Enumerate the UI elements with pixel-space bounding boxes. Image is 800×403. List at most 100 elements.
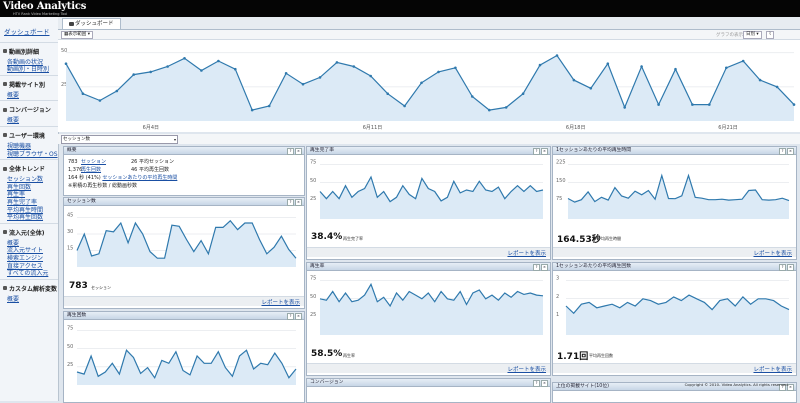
avg-time-report-link[interactable]: レポートを表示 — [753, 251, 792, 257]
close-icon[interactable]: × — [787, 148, 794, 155]
data-point[interactable] — [420, 81, 423, 85]
data-point[interactable] — [115, 89, 119, 93]
data-point[interactable] — [741, 59, 745, 63]
metric-select[interactable]: セッション数 ▾ — [61, 135, 178, 144]
data-point[interactable] — [708, 103, 711, 106]
data-point[interactable] — [166, 65, 169, 68]
help-icon[interactable]: ? — [287, 148, 294, 155]
sidebar-item[interactable]: 視聴ブラウザ・OS — [7, 150, 58, 158]
data-point[interactable] — [234, 67, 237, 71]
playrate-report-link[interactable]: レポートを表示 — [507, 367, 546, 373]
playrate-chart: 75 50 25 — [310, 276, 544, 335]
sidebar-item-dashboard[interactable]: ダッシュボード — [4, 28, 50, 36]
close-icon[interactable]: × — [787, 384, 794, 391]
sidebar-item[interactable]: 概要 — [7, 91, 20, 99]
data-point[interactable] — [369, 74, 373, 78]
help-icon[interactable]: ? — [533, 380, 540, 387]
close-icon[interactable]: × — [295, 199, 302, 206]
sidebar-item[interactable]: 再生回数 — [7, 183, 32, 191]
close-icon[interactable]: × — [295, 148, 302, 155]
data-point[interactable] — [132, 73, 135, 76]
data-point[interactable] — [250, 108, 254, 112]
data-point[interactable] — [200, 69, 203, 72]
sidebar-item[interactable]: 検索エンジン — [7, 254, 44, 262]
sidebar-item[interactable]: 直接アクセス — [7, 262, 43, 270]
data-point[interactable] — [318, 76, 322, 79]
help-icon[interactable]: ? — [533, 148, 540, 155]
avg-plays-report-link[interactable]: レポートを表示 — [753, 367, 792, 373]
data-point[interactable] — [217, 59, 220, 63]
sidebar-item[interactable]: 流入元サイト — [7, 247, 44, 255]
sidebar-item[interactable]: 概要 — [7, 295, 20, 303]
sidebar-item[interactable]: 再生率 — [7, 191, 26, 199]
sidebar-item[interactable]: 平均再生回数 — [7, 214, 44, 222]
data-point[interactable] — [555, 54, 559, 57]
help-icon[interactable]: ? — [779, 384, 786, 391]
data-point[interactable] — [792, 103, 796, 106]
data-point[interactable] — [775, 85, 779, 89]
data-point[interactable] — [572, 78, 576, 82]
summary-sessions-link[interactable]: セッション — [81, 159, 107, 165]
data-point[interactable] — [335, 61, 339, 64]
data-point[interactable] — [589, 87, 593, 90]
close-icon[interactable]: × — [295, 313, 302, 320]
data-point[interactable] — [657, 103, 660, 106]
sidebar-item[interactable]: 各動画の状況 — [7, 58, 44, 66]
help-icon[interactable]: ? — [779, 148, 786, 155]
data-point[interactable] — [606, 62, 610, 65]
tab-dashboard[interactable]: ダッシュボード — [62, 18, 121, 29]
data-point[interactable] — [284, 72, 288, 75]
summary-rate-link[interactable]: セッションあたりの平均再生時間 — [102, 175, 178, 181]
data-point[interactable] — [521, 92, 525, 95]
sidebar-item[interactable]: 概要 — [7, 117, 20, 125]
data-point[interactable] — [454, 66, 457, 70]
data-point[interactable] — [64, 62, 68, 65]
data-point[interactable] — [640, 65, 643, 68]
summary-plays-link[interactable]: 再生回数 — [81, 167, 102, 173]
close-icon[interactable]: × — [541, 148, 548, 155]
sidebar-item[interactable]: 概要 — [7, 239, 20, 247]
help-icon[interactable]: ? — [779, 264, 786, 271]
data-point[interactable] — [674, 67, 677, 71]
graph-type-button[interactable]: ⌇ — [766, 31, 775, 39]
close-icon[interactable]: × — [787, 264, 794, 271]
data-point[interactable] — [267, 104, 271, 108]
data-point[interactable] — [623, 106, 626, 109]
help-icon[interactable]: ? — [287, 199, 294, 206]
top-bar: Video Analytics HTV Rank Video Marketing… — [0, 0, 800, 17]
sidebar-item[interactable]: すべての流入元 — [7, 270, 49, 278]
sidebar-item[interactable]: セッション数 — [7, 176, 44, 184]
data-point[interactable] — [386, 92, 390, 95]
data-point[interactable] — [504, 106, 508, 109]
sidebar-item[interactable]: 視聴機器 — [7, 142, 32, 150]
y-tick-label: 75 — [556, 196, 562, 202]
completion-report-link[interactable]: レポートを表示 — [507, 251, 546, 257]
data-point[interactable] — [725, 66, 728, 70]
sidebar-item[interactable]: 平均再生時間 — [7, 206, 44, 214]
series-area — [77, 350, 296, 385]
help-icon[interactable]: ? — [533, 264, 540, 271]
data-point[interactable] — [98, 99, 102, 102]
graph-interval-select[interactable]: 日別 ▾ — [743, 31, 762, 39]
data-point[interactable] — [471, 95, 474, 98]
data-point[interactable] — [352, 65, 356, 68]
data-point[interactable] — [81, 92, 85, 95]
sessions-report-link[interactable]: レポートを表示 — [261, 300, 300, 306]
close-icon[interactable]: × — [541, 264, 548, 271]
chevron-down-icon: ▾ — [173, 137, 176, 142]
close-icon[interactable]: × — [541, 380, 548, 387]
data-point[interactable] — [183, 57, 186, 60]
data-point[interactable] — [758, 78, 762, 82]
data-point[interactable] — [301, 82, 305, 86]
data-point[interactable] — [437, 70, 440, 74]
help-icon[interactable]: ? — [287, 313, 294, 320]
data-point[interactable] — [538, 63, 542, 67]
app-logo[interactable]: Video Analytics — [3, 1, 87, 12]
sidebar-item[interactable]: 再生完了率 — [7, 198, 38, 206]
data-point[interactable] — [488, 108, 491, 112]
display-range-button[interactable]: ▦表示範囲 ▾ — [61, 31, 93, 39]
data-point[interactable] — [149, 70, 152, 74]
data-point[interactable] — [403, 104, 406, 108]
sidebar-item[interactable]: 動画別・日時別 — [7, 66, 50, 74]
data-point[interactable] — [691, 103, 694, 106]
